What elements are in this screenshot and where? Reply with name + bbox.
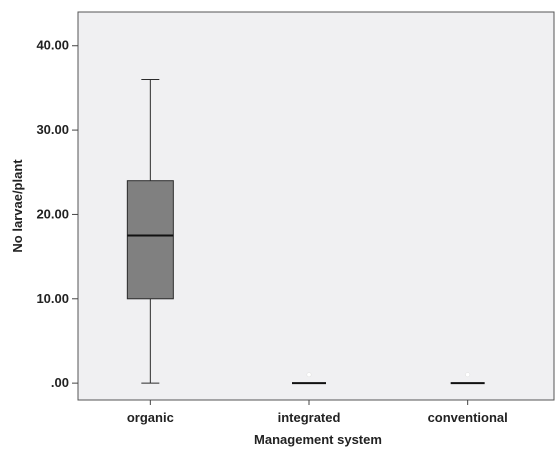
y-axis-title: No larvae/plant xyxy=(10,159,25,253)
y-tick-label: 40.00 xyxy=(36,38,69,53)
outlier-point xyxy=(465,372,471,378)
x-axis: organic integrated conventional xyxy=(127,400,508,425)
x-tick-label: conventional xyxy=(428,410,508,425)
y-tick-label: 30.00 xyxy=(36,122,69,137)
box-iqr xyxy=(126,180,174,300)
x-axis-title: Management system xyxy=(254,432,382,447)
y-tick-label: 20.00 xyxy=(36,206,69,221)
x-tick-label: integrated xyxy=(278,410,341,425)
y-axis: .00 10.00 20.00 30.00 40.00 xyxy=(36,38,78,390)
x-tick-label: organic xyxy=(127,410,174,425)
y-tick-label: 10.00 xyxy=(36,291,69,306)
outlier-point xyxy=(306,372,312,378)
boxes-group xyxy=(126,78,485,385)
y-tick-label: .00 xyxy=(51,375,69,390)
